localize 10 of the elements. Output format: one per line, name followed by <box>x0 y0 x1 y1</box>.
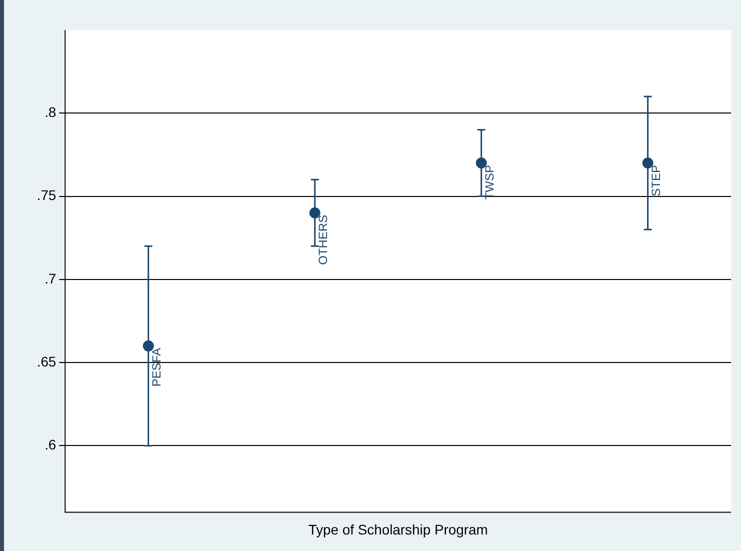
x-tick-label: OTHERS <box>316 214 330 265</box>
y-tick-label: .75 <box>36 187 56 204</box>
x-axis-title: Type of Scholarship Program <box>308 521 488 538</box>
y-tick-label: .65 <box>36 353 56 370</box>
x-tick-label: PESFA <box>150 348 164 387</box>
x-tick-label: STEP <box>649 165 664 196</box>
y-tick-label: .8 <box>44 104 56 120</box>
y-tick-label: .6 <box>44 436 56 453</box>
y-tick-label: .7 <box>44 270 56 286</box>
x-tick-label: TWSP <box>482 164 497 200</box>
